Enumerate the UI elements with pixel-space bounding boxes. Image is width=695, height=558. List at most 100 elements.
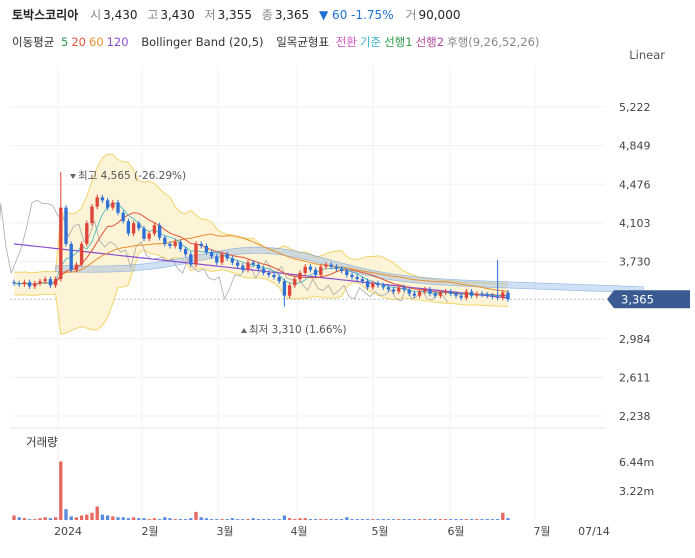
open-value: 3,430 — [103, 8, 138, 22]
volume-bar — [204, 518, 209, 520]
ma-60-line — [13, 233, 509, 293]
volume-bar — [449, 519, 453, 520]
volume-bar — [157, 519, 162, 520]
candle-body — [178, 241, 183, 250]
volume-bar — [173, 519, 177, 520]
price-tick-label: 4,849 — [619, 140, 651, 153]
current-price-tag-shape — [607, 290, 690, 309]
volume-bar — [152, 518, 157, 520]
candle-body — [423, 289, 427, 292]
ma-5-label: 5 — [60, 35, 69, 49]
candle-body — [298, 272, 302, 280]
candle-body — [90, 206, 94, 224]
ma-20-label: 20 — [71, 35, 86, 49]
candle-body — [27, 282, 32, 287]
candle-body — [116, 202, 120, 213]
low-value: 3,355 — [217, 8, 252, 22]
candle-body — [199, 243, 203, 246]
ma-120-line — [13, 243, 509, 299]
volume-bar — [69, 516, 73, 520]
volume-bar — [33, 519, 37, 520]
candle-body — [365, 281, 370, 288]
volume-bar — [433, 519, 437, 520]
high-value: 3,430 — [160, 8, 195, 22]
candle-body — [324, 264, 328, 267]
candle-body — [329, 264, 333, 267]
close-label: 종 — [261, 8, 273, 22]
candle-body — [267, 272, 271, 275]
candle-body — [381, 285, 385, 288]
volume-bar — [506, 518, 510, 520]
candle-body — [147, 233, 151, 239]
volume-bar — [220, 519, 224, 520]
candle-body — [111, 202, 115, 208]
ma-label[interactable]: 이동평균 — [12, 35, 55, 49]
volume-bar — [22, 518, 27, 520]
high-label: 고 — [147, 8, 159, 22]
volume-bar — [38, 518, 42, 520]
volume-bar — [241, 519, 245, 520]
volume-bar — [246, 519, 250, 520]
candle-body — [157, 225, 162, 238]
candlesticks — [12, 171, 510, 307]
candle-body — [355, 277, 359, 280]
candle-body — [183, 249, 188, 255]
volume-bar — [105, 515, 110, 520]
volume-bar — [142, 518, 146, 520]
volume-bar — [454, 519, 458, 520]
bollinger-lower-line — [13, 249, 509, 335]
volume-bars — [12, 461, 510, 520]
candle-body — [433, 293, 437, 296]
price-tick-label: 2,238 — [619, 410, 651, 423]
volume-bar — [443, 519, 448, 520]
time-tick-label: 2월 — [141, 525, 158, 538]
volume-bar — [360, 519, 365, 520]
candle-body — [282, 281, 287, 296]
candle-body — [215, 256, 219, 263]
time-tick-label: 2024 — [54, 525, 82, 538]
candle-body — [204, 245, 209, 253]
candle-body — [360, 279, 365, 282]
candle-body — [79, 243, 84, 265]
volume-bar — [17, 517, 21, 520]
volume-bar — [43, 517, 47, 520]
candle-body — [235, 262, 240, 266]
candle-body — [397, 287, 401, 292]
volume-bar — [225, 519, 229, 520]
candle-body — [241, 265, 245, 270]
volume-bar — [345, 517, 349, 520]
volume-bar — [381, 519, 385, 520]
candle-body — [428, 289, 432, 294]
candle-body — [53, 279, 58, 286]
scale-mode-toggle[interactable]: Linear — [629, 48, 665, 62]
candle-body — [495, 296, 500, 298]
volume-bar — [256, 519, 261, 520]
candle-body — [17, 283, 21, 285]
candle-body — [194, 243, 198, 265]
quote-header: 토박스코리아 시 3,430 고 3,430 저 3,355 종 3,365 ▼ 60 … — [12, 6, 466, 24]
candle-body — [209, 252, 214, 257]
volume-bar — [371, 519, 375, 520]
volume-bar — [485, 519, 489, 520]
volume-label: 거 — [405, 8, 417, 22]
candle-body — [277, 277, 281, 282]
volume-bar — [194, 511, 198, 520]
candle-body — [261, 268, 266, 273]
volume-bar — [111, 516, 115, 520]
candle-body — [293, 279, 297, 286]
candle-body — [126, 221, 131, 234]
candle-body — [459, 295, 463, 298]
volume-bar — [79, 515, 84, 520]
close-value: 3,365 — [274, 8, 310, 22]
ichimoku-label[interactable]: 일목균형표 — [276, 35, 330, 49]
candle-body — [48, 279, 53, 286]
bollinger-label[interactable]: Bollinger Band (20,5) — [141, 35, 264, 49]
candle-body — [438, 292, 443, 296]
candle-body — [402, 287, 406, 290]
candle-body — [464, 291, 469, 298]
candle-body — [339, 268, 344, 271]
current-price-tag-text: 3,365 — [621, 292, 654, 306]
min-annotation-marker — [241, 327, 247, 333]
price-tick-label: 4,103 — [619, 217, 651, 230]
